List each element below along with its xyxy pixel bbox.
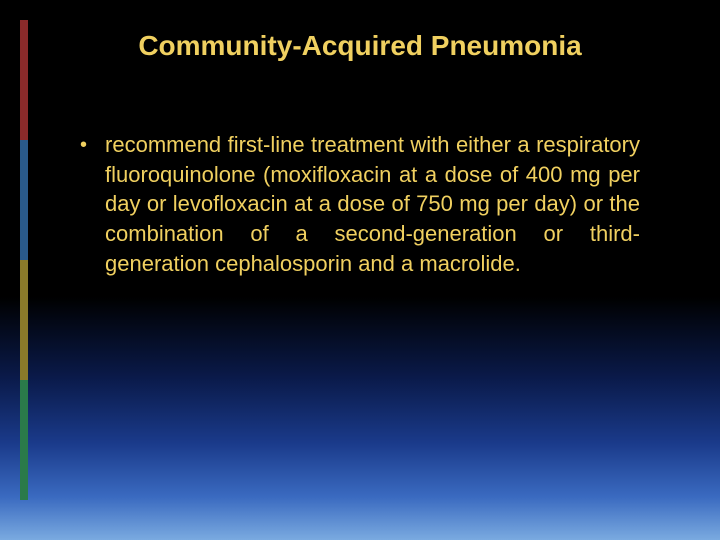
accent-bar — [20, 20, 28, 500]
bullet-text: recommend first-line treatment with eith… — [105, 130, 640, 278]
accent-segment-2 — [20, 140, 28, 260]
accent-segment-3 — [20, 260, 28, 380]
bullet-item: • recommend first-line treatment with ei… — [80, 130, 640, 278]
accent-segment-4 — [20, 380, 28, 500]
slide-body: • recommend first-line treatment with ei… — [80, 130, 640, 278]
bullet-marker-icon: • — [80, 132, 87, 159]
slide-title: Community-Acquired Pneumonia — [0, 30, 720, 62]
slide: Community-Acquired Pneumonia • recommend… — [0, 0, 720, 540]
